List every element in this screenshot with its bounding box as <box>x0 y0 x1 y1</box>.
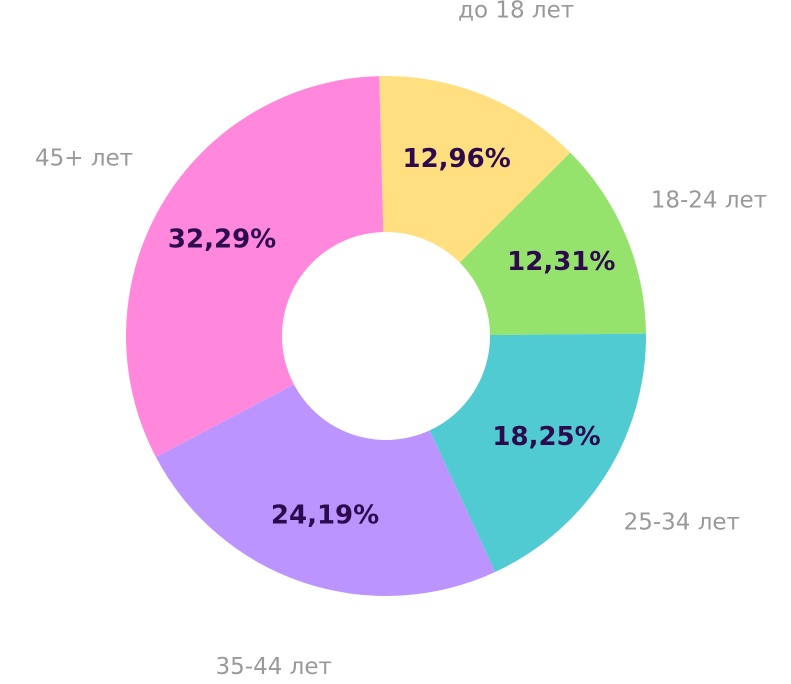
slice <box>429 333 646 572</box>
category-label: 35-44 лет <box>216 654 332 680</box>
slice <box>459 152 646 336</box>
value-label: 18,25% <box>492 422 600 452</box>
value-label: 12,96% <box>402 144 510 174</box>
category-label: до 18 лет <box>458 0 574 24</box>
slice <box>155 384 496 596</box>
slice <box>379 76 571 263</box>
value-label: 12,31% <box>507 247 615 277</box>
value-label: 24,19% <box>271 500 379 530</box>
slice <box>125 76 384 458</box>
category-label: 25-34 лет <box>624 510 740 536</box>
category-label: 18-24 лет <box>651 188 767 214</box>
category-label: 45+ лет <box>35 146 133 172</box>
value-label: 32,29% <box>168 224 276 254</box>
